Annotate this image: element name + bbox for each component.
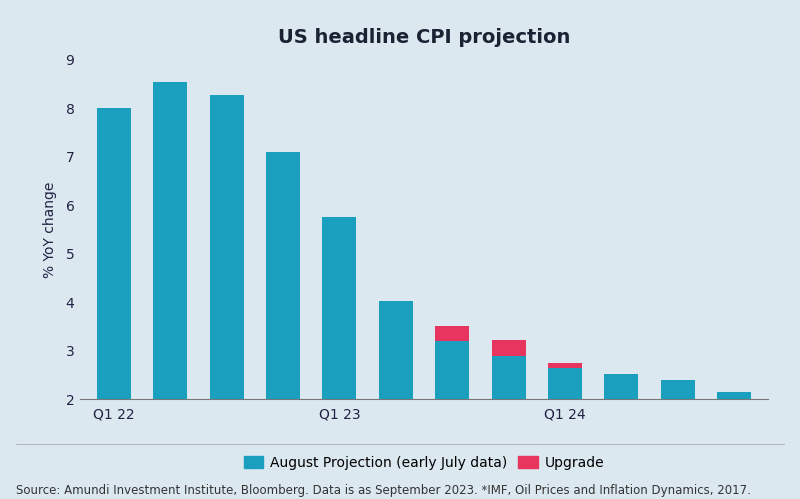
Bar [322,218,356,399]
Bar [435,326,469,341]
Bar [605,374,638,399]
Bar [492,340,526,356]
Legend: August Projection (early July data), Upgrade: August Projection (early July data), Upg… [238,450,610,476]
Y-axis label: % YoY change: % YoY change [43,181,58,278]
Bar [266,152,300,399]
Bar [210,95,243,399]
Bar [492,356,526,399]
Title: US headline CPI projection: US headline CPI projection [278,28,570,47]
Text: Source: Amundi Investment Institute, Bloomberg. Data is as September 2023. *IMF,: Source: Amundi Investment Institute, Blo… [16,484,751,497]
Bar [661,380,694,399]
Bar [718,392,751,399]
Bar [435,341,469,399]
Bar [379,301,413,399]
Bar [548,368,582,399]
Bar [154,82,187,399]
Bar [97,108,130,399]
Bar [548,363,582,368]
